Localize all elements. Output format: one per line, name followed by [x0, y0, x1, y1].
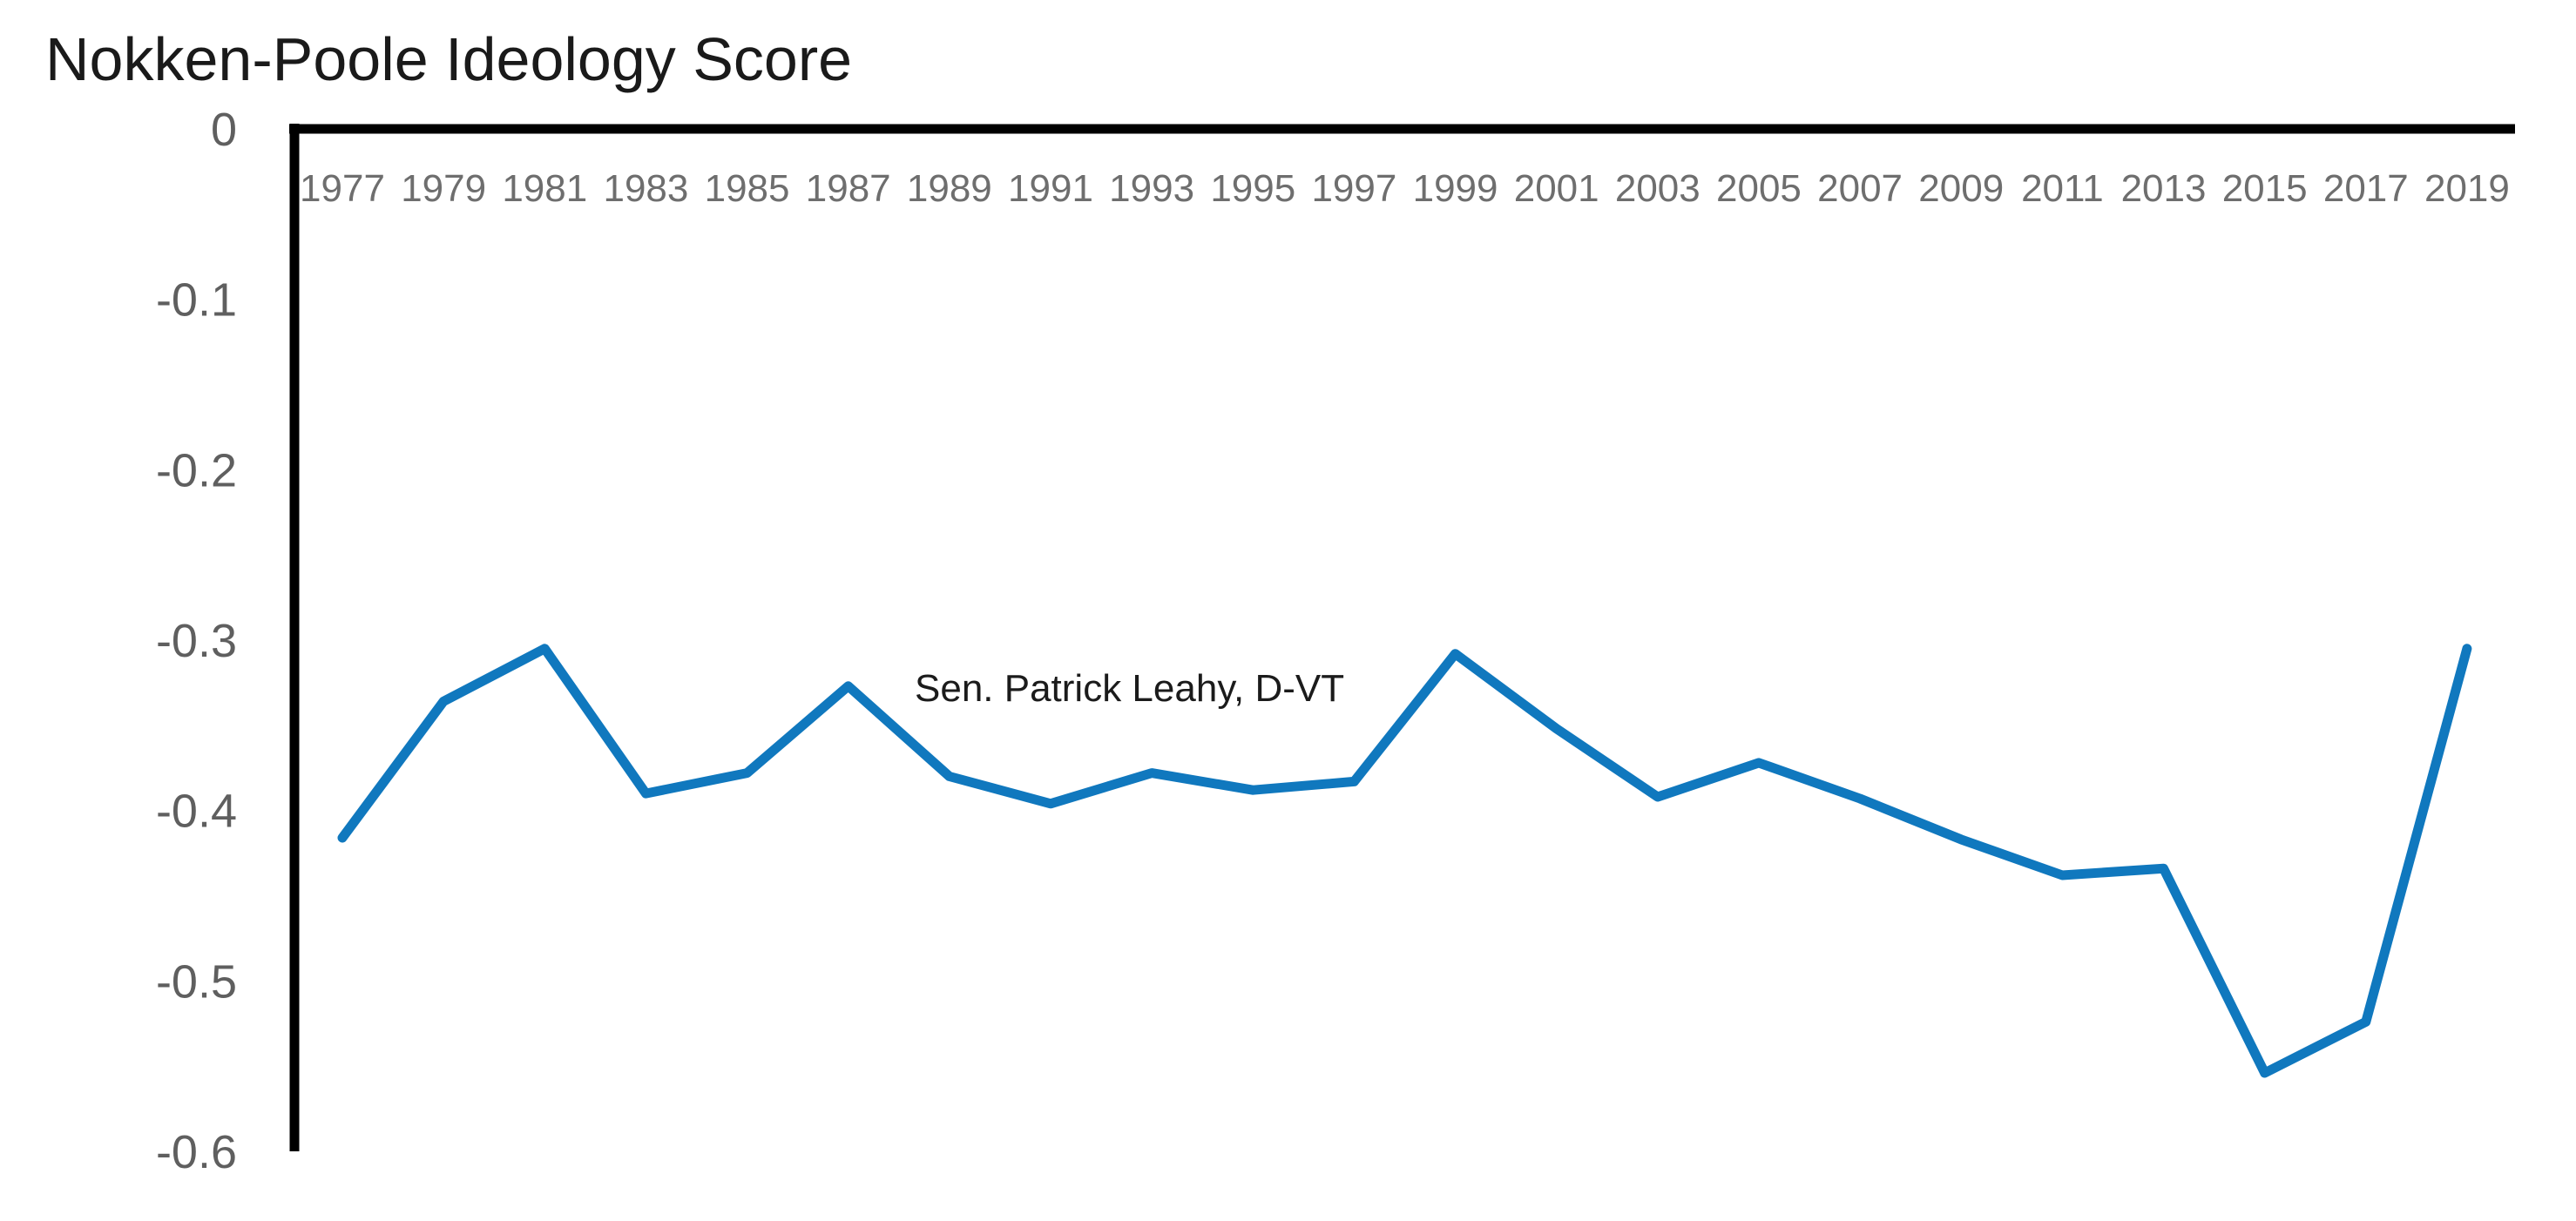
x-tick-label: 2019	[2424, 167, 2510, 210]
x-tick-label: 1989	[907, 167, 992, 210]
y-tick-label: -0.4	[156, 786, 237, 838]
x-tick-label: 2003	[1615, 167, 1700, 210]
y-axis-tick-labels: 0 -0.1 -0.2 -0.3 -0.4 -0.5 -0.6	[156, 104, 237, 1178]
y-tick-label: -0.3	[156, 615, 237, 667]
y-tick-label: 0	[211, 104, 237, 156]
x-tick-label: 1993	[1109, 167, 1194, 210]
x-tick-label: 2001	[1514, 167, 1599, 210]
y-tick-label: -0.1	[156, 274, 237, 327]
x-tick-label: 2015	[2222, 167, 2308, 210]
x-tick-label: 2011	[2021, 167, 2104, 210]
chart-title: Nokken-Poole Ideology Score	[45, 25, 853, 93]
x-tick-label: 1979	[401, 167, 486, 210]
y-tick-label: -0.2	[156, 444, 237, 496]
x-tick-label: 1987	[806, 167, 891, 210]
x-tick-label: 1985	[705, 167, 790, 210]
x-tick-label: 1995	[1210, 167, 1295, 210]
x-tick-label: 2017	[2323, 167, 2409, 210]
x-tick-label: 1999	[1413, 167, 1498, 210]
series-annotation-label: Sen. Patrick Leahy, D-VT	[915, 667, 1345, 710]
leahy-ideology-score-line	[337, 644, 2472, 1078]
y-tick-label: -0.6	[156, 1126, 237, 1178]
x-tick-label: 2009	[1918, 167, 2004, 210]
x-axis-tick-labels: 1977 1979 1981 1983 1985 1987 1989 1991 1993 1995…	[300, 167, 2510, 210]
x-tick-label: 2007	[1817, 167, 1903, 210]
x-tick-label: 1991	[1008, 167, 1093, 210]
x-tick-label: 1997	[1311, 167, 1396, 210]
x-tick-label: 1983	[603, 167, 688, 210]
x-tick-label: 1981	[502, 167, 587, 210]
x-tick-label: 2005	[1716, 167, 1802, 210]
x-tick-label: 1977	[300, 167, 385, 210]
y-tick-label: -0.5	[156, 955, 237, 1008]
x-tick-label: 2013	[2121, 167, 2207, 210]
